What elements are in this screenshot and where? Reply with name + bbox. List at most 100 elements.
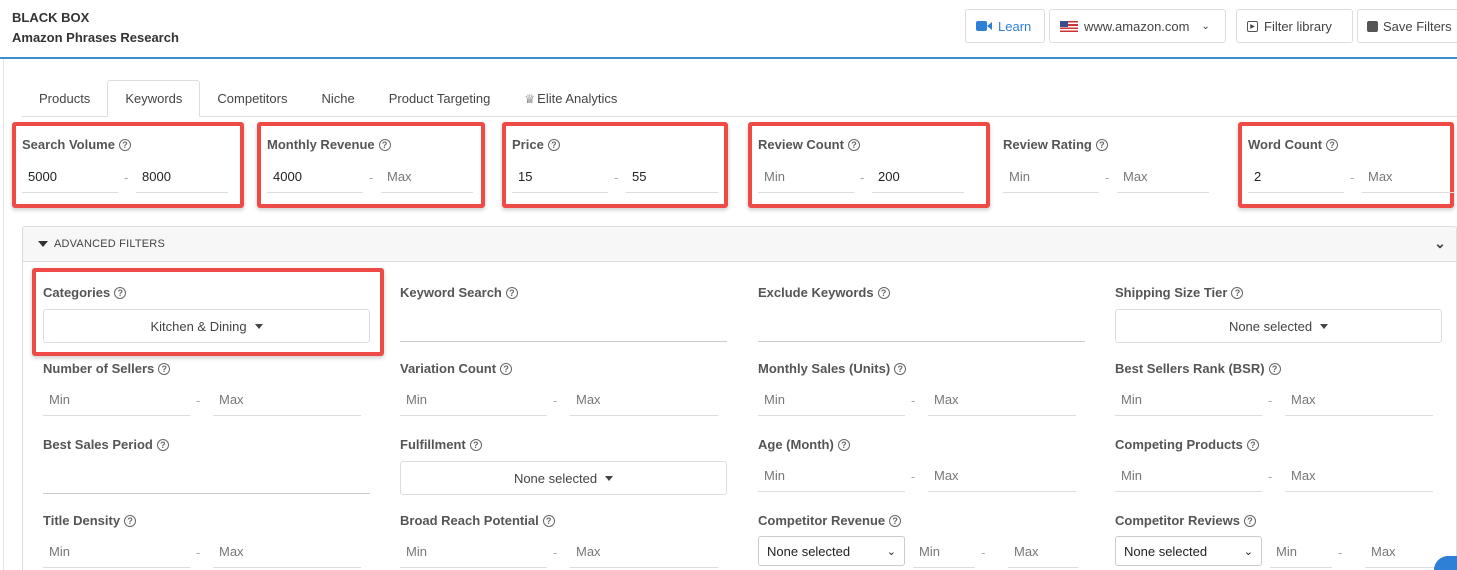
tab-label: Products <box>39 91 91 106</box>
tab-product-targeting[interactable]: Product Targeting <box>372 80 508 117</box>
word-count-min-input[interactable]: 2 <box>1248 161 1344 193</box>
competing_products-min-input[interactable]: Min <box>1115 460 1262 492</box>
title_density-max-input[interactable]: Max <box>213 536 361 568</box>
review-rating-max-input[interactable]: Max <box>1117 161 1209 193</box>
fulfillment-label: Fulfillment? <box>400 437 482 452</box>
search-volume-min-input[interactable]: 5000 <box>22 161 118 193</box>
fulfillment-dropdown[interactable]: None selected <box>400 461 727 495</box>
highlight-search-volume <box>12 122 244 208</box>
page-border <box>3 59 4 570</box>
highlight-word-count <box>1238 122 1454 208</box>
chat-button[interactable] <box>1434 556 1457 570</box>
best_sales_period-input[interactable] <box>43 462 370 494</box>
tab-label: Product Targeting <box>388 91 491 106</box>
competitor_reviews-label: Competitor Reviews? <box>1115 513 1256 528</box>
title_density-min-input[interactable]: Min <box>43 536 190 568</box>
save-filters-button[interactable]: Save Filters <box>1357 9 1457 43</box>
variation_count-min-input[interactable]: Min <box>400 384 547 416</box>
help-icon: ? <box>1326 138 1339 151</box>
age-max-input[interactable]: Max <box>928 460 1076 492</box>
monthly_sales-label: Monthly Sales (Units)? <box>758 361 907 376</box>
variation_count-max-input[interactable]: Max <box>570 384 718 416</box>
competitor_revenue-label: Competitor Revenue? <box>758 513 902 528</box>
keyword_search-label: Keyword Search? <box>400 285 518 300</box>
competitor_revenue-max-input[interactable]: Max <box>1008 536 1078 568</box>
shipping_size_tier-dropdown[interactable]: None selected <box>1115 309 1442 343</box>
monthly_sales-min-input[interactable]: Min <box>758 384 905 416</box>
marketplace-dropdown[interactable]: www.amazon.com ⌄ <box>1049 9 1226 43</box>
tab-label: Elite Analytics <box>537 91 618 106</box>
chevron-down-icon: ⌄ <box>886 545 896 558</box>
highlight-monthly-revenue <box>257 122 485 208</box>
tab-elite-analytics[interactable]: ♕ Elite Analytics <box>507 80 634 117</box>
help-icon: ? <box>1231 286 1244 299</box>
bsr-min-input[interactable]: Min <box>1115 384 1262 416</box>
exclude_keywords-input[interactable] <box>758 310 1085 342</box>
review-count-max-input[interactable]: 200 <box>872 161 964 193</box>
help-icon: ? <box>118 138 131 151</box>
tab-products[interactable]: Products <box>22 80 107 117</box>
help-icon: ? <box>542 514 555 527</box>
crown-icon: ♕ <box>524 91 536 106</box>
range-separator: - <box>1338 545 1343 560</box>
chevron-down-icon: ⌄ <box>1434 235 1446 251</box>
competitor_reviews-select[interactable]: None selected ⌄ <box>1115 536 1262 566</box>
tab-label: Keywords <box>125 91 183 106</box>
chevron-down-icon: ⌄ <box>1243 545 1253 558</box>
word-count-label: Word Count? <box>1248 137 1339 152</box>
competitor_reviews-max-input[interactable]: Max <box>1365 536 1435 568</box>
tab-niche[interactable]: Niche <box>304 80 371 117</box>
broad_reach-min-input[interactable]: Min <box>400 536 547 568</box>
range-separator: - <box>860 170 865 185</box>
help-icon: ? <box>547 138 560 151</box>
tab-keywords[interactable]: Keywords <box>107 80 201 117</box>
keyword_search-input[interactable] <box>400 310 727 342</box>
highlight-review-count <box>748 122 990 208</box>
number_of_sellers-max-input[interactable]: Max <box>213 384 361 416</box>
age-min-input[interactable]: Min <box>758 460 905 492</box>
monthly-revenue-max-input[interactable]: Max <box>381 161 473 193</box>
competitor_revenue-min-input[interactable]: Min <box>913 536 975 568</box>
app-title: BLACK BOX <box>12 10 90 25</box>
broad_reach-max-input[interactable]: Max <box>570 536 718 568</box>
header-divider <box>0 57 1457 59</box>
price-max-input[interactable]: 55 <box>626 161 718 193</box>
help-icon: ? <box>837 438 850 451</box>
range-separator: - <box>196 393 201 408</box>
review-count-min-input[interactable]: Min <box>758 161 854 193</box>
competitor_revenue-select[interactable]: None selected ⌄ <box>758 536 905 566</box>
review-rating-min-input[interactable]: Min <box>1003 161 1099 193</box>
search-volume-max-input[interactable]: 8000 <box>136 161 228 193</box>
advanced-filters-toggle[interactable]: ADVANCED FILTERS ⌄ <box>22 226 1457 262</box>
competitor_reviews-select-value: None selected <box>1124 543 1208 559</box>
bsr-max-input[interactable]: Max <box>1285 384 1433 416</box>
help-icon: ? <box>124 514 137 527</box>
us-flag-icon <box>1060 20 1078 32</box>
number_of_sellers-label: Number of Sellers? <box>43 361 171 376</box>
range-separator: - <box>553 545 558 560</box>
help-icon: ? <box>889 514 902 527</box>
competitor_revenue-select-value: None selected <box>767 543 851 559</box>
help-icon: ? <box>156 438 169 451</box>
tab-competitors[interactable]: Competitors <box>200 80 304 117</box>
learn-button[interactable]: Learn <box>965 9 1045 43</box>
fulfillment-value: None selected <box>513 470 598 486</box>
help-icon: ? <box>505 286 518 299</box>
range-separator: - <box>911 393 916 408</box>
competitor_reviews-min-input[interactable]: Min <box>1270 536 1332 568</box>
tab-label: Niche <box>321 91 355 106</box>
competing_products-max-input[interactable]: Max <box>1285 460 1433 492</box>
shipping_size_tier-label: Shipping Size Tier? <box>1115 285 1244 300</box>
range-separator: - <box>196 545 201 560</box>
help-icon: ? <box>1095 138 1108 151</box>
range-separator: - <box>911 469 916 484</box>
categories-dropdown[interactable]: Kitchen & Dining <box>43 309 370 343</box>
filter-library-button[interactable]: ▶ Filter library <box>1236 9 1353 43</box>
monthly_sales-max-input[interactable]: Max <box>928 384 1076 416</box>
price-min-input[interactable]: 15 <box>512 161 608 193</box>
word-count-max-input[interactable]: Max <box>1362 161 1454 193</box>
range-separator: - <box>1350 170 1355 185</box>
monthly-revenue-min-input[interactable]: 4000 <box>267 161 363 193</box>
range-separator: - <box>369 170 374 185</box>
number_of_sellers-min-input[interactable]: Min <box>43 384 190 416</box>
